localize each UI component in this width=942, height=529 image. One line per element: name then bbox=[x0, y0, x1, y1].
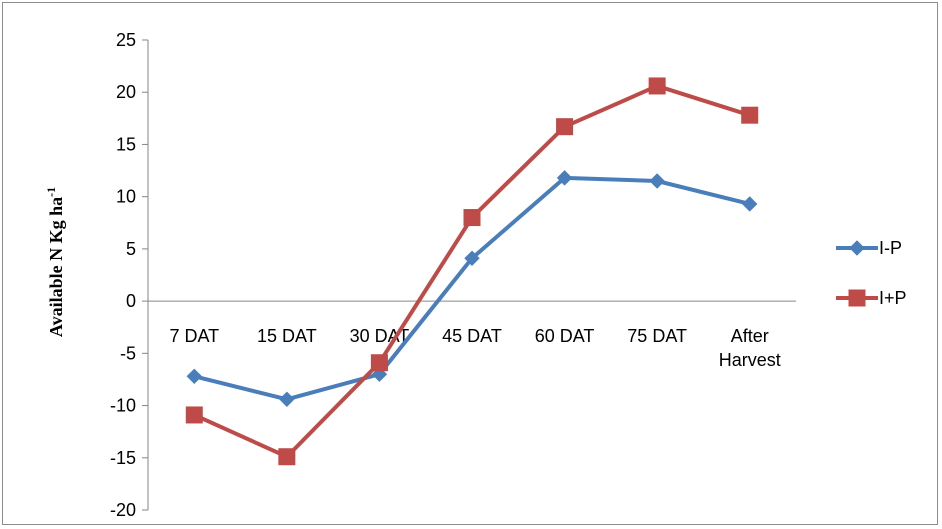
y-tick-label: -10 bbox=[110, 396, 136, 416]
y-axis-label-superscript: -1 bbox=[44, 187, 58, 197]
y-tick-label: 25 bbox=[116, 30, 136, 50]
legend-marker bbox=[849, 240, 865, 256]
data-point bbox=[278, 448, 296, 466]
legend-label: I+P bbox=[879, 288, 907, 308]
data-point bbox=[741, 106, 759, 124]
y-axis-label: Available N Kg ha-1 bbox=[44, 187, 66, 337]
y-tick-label: -15 bbox=[110, 448, 136, 468]
legend-marker bbox=[848, 289, 866, 307]
series-i-p bbox=[185, 77, 759, 466]
data-point bbox=[742, 196, 758, 212]
y-tick-label: 15 bbox=[116, 134, 136, 154]
x-tick-label: 7 DAT bbox=[169, 326, 219, 346]
x-tick-label: 15 DAT bbox=[257, 326, 317, 346]
y-tick-label: 0 bbox=[126, 291, 136, 311]
data-point bbox=[464, 250, 480, 266]
legend-item: I-P bbox=[836, 238, 902, 258]
axes bbox=[147, 40, 796, 510]
x-tick-label: After Harvest bbox=[719, 326, 781, 370]
y-tick-labels: 25 20 15 10 5 0 -5 -10 -15 -20 bbox=[110, 30, 148, 520]
data-point bbox=[556, 170, 573, 186]
data-point bbox=[186, 368, 202, 385]
data-point bbox=[649, 173, 665, 189]
y-tick-label: 5 bbox=[126, 239, 136, 259]
series-i-p bbox=[186, 170, 758, 407]
series-line bbox=[193, 83, 751, 459]
data-point bbox=[556, 118, 574, 136]
data-point bbox=[370, 354, 388, 372]
y-tick-label: 10 bbox=[116, 187, 136, 207]
x-tick-label: 75 DAT bbox=[627, 326, 687, 346]
legend-item: I+P bbox=[836, 288, 907, 308]
x-tick-labels: 7 DAT 15 DAT 30 DAT 45 DAT 60 DAT 75 DAT After… bbox=[169, 326, 780, 370]
x-tick-label: 45 DAT bbox=[442, 326, 502, 346]
y-tick-label: -5 bbox=[120, 343, 136, 363]
data-point bbox=[279, 391, 295, 407]
data-point bbox=[463, 209, 481, 227]
legend: I-P I+P bbox=[836, 238, 907, 308]
x-tick-label: 60 DAT bbox=[535, 326, 595, 346]
series-group bbox=[185, 77, 759, 466]
y-tick-label: 20 bbox=[116, 82, 136, 102]
y-tick-label: -20 bbox=[110, 500, 136, 520]
data-point bbox=[185, 406, 203, 424]
y-axis-label-text: Available N Kg ha bbox=[46, 197, 66, 337]
data-point bbox=[648, 77, 666, 95]
legend-label: I-P bbox=[879, 238, 902, 258]
